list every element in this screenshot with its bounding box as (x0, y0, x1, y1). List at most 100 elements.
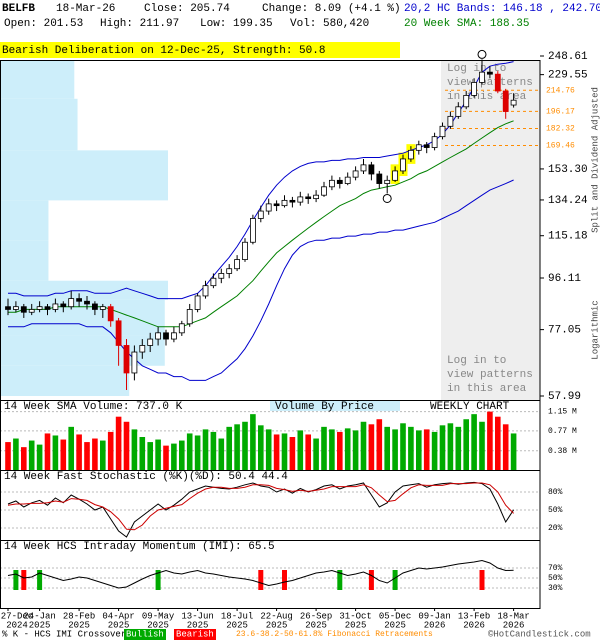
candle-body (510, 99, 517, 106)
x-tick-year: 2024 (6, 620, 28, 630)
bullish-signal (392, 570, 398, 590)
candle-body (471, 82, 478, 96)
bearish-signal (258, 570, 264, 590)
volume-bar (131, 429, 138, 470)
volume-bar (447, 423, 454, 470)
volume-bar (289, 437, 296, 470)
bullish-signal (155, 570, 161, 590)
volume-bar (416, 430, 422, 470)
x-tick-year: 2025 (108, 620, 130, 630)
candle-body (344, 176, 351, 184)
open: Open: 201.53 (4, 18, 83, 30)
candle-body (115, 320, 122, 346)
candle-body (407, 149, 414, 160)
volume-bar (139, 437, 146, 470)
candle-body (431, 136, 438, 148)
candle-body (439, 125, 446, 138)
bearish-swatch (174, 629, 216, 640)
layout: BELFB 18-Mar-26 Close: 205.74 Change: 8.… (0, 3, 600, 640)
x-tick-label: 31-Oct (339, 611, 371, 621)
bullish-signal (337, 570, 343, 590)
date: 18-Mar-26 (56, 3, 115, 15)
candle-body (494, 73, 501, 92)
panel-frame (0, 540, 541, 609)
candle-body (226, 268, 233, 274)
volume-bar (202, 429, 209, 470)
candle-body (20, 306, 27, 313)
y-tick-label: 20% (548, 524, 563, 533)
patterns-note: view patterns (447, 77, 533, 89)
stochastic-line (7, 481, 515, 538)
candle-body (447, 115, 454, 127)
candle-body (384, 179, 391, 184)
y-tick-label: 1.15 M (548, 408, 577, 417)
volume-bar (242, 421, 248, 470)
candle-body (163, 332, 169, 340)
bands-label: 20,2 HC Bands: 146.18 , 242.70 (404, 3, 600, 15)
volume-bar (194, 435, 201, 470)
panel-title: 14 Week HCS Intraday Momentum (IMI): 65.… (4, 541, 275, 553)
volume-bar (273, 434, 280, 470)
fib-label: 169.46 (546, 142, 575, 151)
patterns-note: view patterns (447, 369, 533, 381)
signal: Bearish Deliberation on 12-Dec-25, Stren… (2, 45, 325, 57)
volume-bar (258, 425, 264, 470)
candle-body (107, 306, 114, 322)
x-tick-label: 18-Mar (497, 611, 529, 621)
x-tick-label: 27-Dec (1, 611, 33, 621)
candle-body (455, 106, 462, 117)
candle-body (68, 298, 75, 308)
candle-body (265, 203, 272, 212)
volume-bar (376, 419, 383, 470)
high-marker (477, 49, 487, 59)
volume-bar (352, 430, 359, 470)
x-tick-year: 2025 (187, 620, 209, 630)
x-tick-label: 04-Apr (102, 611, 134, 621)
candle-body (5, 306, 11, 310)
volume-bar (36, 444, 43, 470)
volume-bar (455, 426, 462, 470)
x-tick-year: 2025 (345, 620, 367, 630)
candle-body (415, 144, 422, 151)
y-tick-label: 50% (548, 506, 563, 515)
volume-bar (360, 421, 367, 470)
volume: Vol: 580,420 (290, 18, 369, 30)
volume-bar (384, 426, 390, 470)
candle-body (242, 241, 248, 260)
candle-body (352, 170, 359, 178)
volume-bar (250, 414, 256, 470)
footer-bullish: Bullish (126, 629, 164, 639)
y-tick-label: 96.11 (548, 273, 581, 285)
indicator-line (8, 179, 514, 381)
volume-bar (368, 424, 375, 470)
volume-by-price-bar (0, 150, 168, 201)
volume-by-price-bar (0, 240, 49, 281)
volume-by-price-bar (0, 98, 78, 151)
candle-body (218, 273, 225, 279)
volume-bar (337, 431, 343, 470)
volume-bar (297, 430, 304, 470)
candle-body (44, 306, 51, 310)
footer-copyright: ©HotCandlestick.com (488, 629, 591, 639)
candle-body (289, 199, 296, 203)
candle-body (502, 90, 509, 112)
bearish-signal (21, 570, 27, 590)
volume-bar (265, 429, 272, 470)
candle-body (76, 298, 82, 302)
candle-body (281, 199, 288, 207)
x-tick-year: 2026 (424, 620, 446, 630)
volume-bar (471, 414, 477, 470)
signal-background (0, 42, 400, 58)
x-tick-label: 05-Dec (379, 611, 411, 621)
volume-bar (281, 433, 288, 470)
y-tick-label: 229.55 (548, 70, 588, 82)
candle-body (336, 179, 343, 184)
x-tick-label: 22-Aug (260, 611, 292, 621)
candle-body (368, 164, 375, 175)
volume-bar (76, 434, 82, 470)
x-tick-label: 24-Jan (23, 611, 55, 621)
candle-body (60, 303, 67, 308)
candle-body (305, 196, 312, 200)
volume-bar (510, 433, 517, 470)
side-label: Logarithmic (590, 300, 600, 359)
